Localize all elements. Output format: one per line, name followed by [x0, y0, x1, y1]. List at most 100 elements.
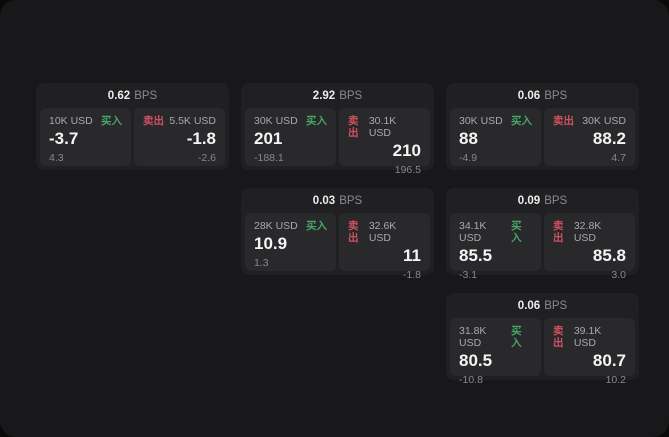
sell-quote-tile[interactable]: 卖出 32.8K USD 85.8 3.0 [544, 213, 635, 281]
sell-amount: 39.1K USD [573, 325, 602, 349]
quote-card: 2.92 BPS 30K USD 买入 201 -188.1 卖出 30.1K … [241, 83, 434, 176]
sell-amount: 32.8K USD [573, 220, 602, 244]
sell-tile-header: 卖出 30.1K USD [348, 115, 421, 139]
bps-unit-label: BPS [544, 299, 568, 312]
quote-panels: 10K USD 买入 -3.7 4.3 卖出 5.5K USD -1.8 -2.… [40, 108, 225, 166]
bps-unit-label: BPS [544, 89, 568, 102]
bps-value: 0.62 [107, 89, 131, 102]
quote-panels: 30K USD 买入 88 -4.9 卖出 30K USD 88.2 4.7 [450, 108, 635, 166]
buy-quote-tile[interactable]: 34.1K USD 买入 85.5 -3.1 [450, 213, 541, 281]
card-header: 0.06 BPS [450, 83, 635, 108]
buy-quote-tile[interactable]: 30K USD 买入 88 -4.9 [450, 108, 541, 166]
card-header: 0.03 BPS [245, 188, 430, 213]
buy-price: -3.7 [49, 129, 79, 148]
sell-tile-header: 卖出 32.6K USD [348, 220, 421, 244]
buy-price: 10.9 [254, 234, 288, 253]
sell-quote-tile[interactable]: 卖出 30.1K USD 210 196.5 [339, 108, 430, 176]
card-header: 0.09 BPS [450, 188, 635, 213]
sell-price: 210 [392, 141, 421, 160]
sell-tag: 卖出 [143, 115, 164, 127]
sell-price: -1.8 [186, 129, 216, 148]
buy-tile-header: 30K USD 买入 [459, 115, 532, 127]
sell-amount: 30K USD [582, 115, 626, 127]
buy-amount: 30K USD [254, 115, 298, 127]
quote-card: 0.06 BPS 30K USD 买入 88 -4.9 卖出 30K USD 8… [446, 83, 639, 170]
buy-tile-header: 31.8K USD 买入 [459, 325, 532, 349]
card-header: 0.62 BPS [40, 83, 225, 108]
buy-tile-header: 30K USD 买入 [254, 115, 327, 127]
card-header: 2.92 BPS [245, 83, 430, 108]
sell-amount: 5.5K USD [169, 115, 216, 127]
sell-tile-header: 卖出 5.5K USD [143, 115, 216, 127]
sell-tile-header: 卖出 39.1K USD [553, 325, 626, 349]
buy-amount: 28K USD [254, 220, 298, 232]
buy-tag: 买入 [511, 115, 532, 127]
bps-unit-label: BPS [339, 194, 363, 207]
sell-sub-value: -2.6 [197, 152, 216, 164]
buy-sub-value: 4.3 [49, 152, 64, 164]
buy-sub-value: -10.8 [459, 374, 483, 386]
buy-quote-tile[interactable]: 10K USD 买入 -3.7 4.3 [40, 108, 131, 166]
buy-sub-value: 1.3 [254, 257, 269, 269]
buy-tile-header: 10K USD 买入 [49, 115, 122, 127]
buy-tile-header: 34.1K USD 买入 [459, 220, 532, 244]
quote-panels: 31.8K USD 买入 80.5 -10.8 卖出 39.1K USD 80.… [450, 318, 635, 386]
sell-tile-header: 卖出 32.8K USD [553, 220, 626, 244]
quote-card: 0.09 BPS 34.1K USD 买入 85.5 -3.1 卖出 32.8K… [446, 188, 639, 281]
quote-panels: 34.1K USD 买入 85.5 -3.1 卖出 32.8K USD 85.8… [450, 213, 635, 281]
sell-sub-value: 4.7 [611, 152, 626, 164]
quote-card: 0.03 BPS 28K USD 买入 10.9 1.3 卖出 32.6K US… [241, 188, 434, 281]
sell-amount: 32.6K USD [368, 220, 397, 244]
sell-quote-tile[interactable]: 卖出 39.1K USD 80.7 10.2 [544, 318, 635, 386]
buy-price: 80.5 [459, 351, 493, 370]
buy-tile-header: 28K USD 买入 [254, 220, 327, 232]
buy-sub-value: -4.9 [459, 152, 478, 164]
buy-quote-tile[interactable]: 28K USD 买入 10.9 1.3 [245, 213, 336, 271]
sell-quote-tile[interactable]: 卖出 32.6K USD 11 -1.8 [339, 213, 430, 281]
bps-unit-label: BPS [134, 89, 158, 102]
sell-tag: 卖出 [553, 220, 564, 244]
buy-price: 88 [459, 129, 478, 148]
bps-value: 0.06 [517, 89, 541, 102]
bps-value: 2.92 [312, 89, 336, 102]
buy-tag: 买入 [306, 220, 327, 232]
buy-tag: 买入 [101, 115, 122, 127]
buy-tag: 买入 [511, 220, 522, 244]
sell-price: 11 [403, 246, 421, 265]
buy-amount: 10K USD [49, 115, 93, 127]
buy-sub-value: -3.1 [459, 269, 478, 281]
quote-panels: 30K USD 买入 201 -188.1 卖出 30.1K USD 210 1… [245, 108, 430, 176]
buy-sub-value: -188.1 [254, 152, 284, 164]
card-header: 0.06 BPS [450, 293, 635, 318]
buy-amount: 34.1K USD [459, 220, 487, 244]
sell-sub-value: 3.0 [611, 269, 626, 281]
sell-tag: 卖出 [348, 115, 359, 139]
buy-price: 201 [254, 129, 283, 148]
quote-card: 0.62 BPS 10K USD 买入 -3.7 4.3 卖出 5.5K USD… [36, 83, 229, 170]
sell-price: 85.8 [592, 246, 626, 265]
sell-sub-value: 196.5 [394, 164, 421, 176]
buy-tag: 买入 [511, 325, 522, 349]
sell-tag: 卖出 [553, 115, 574, 127]
sell-amount: 30.1K USD [368, 115, 397, 139]
buy-quote-tile[interactable]: 30K USD 买入 201 -188.1 [245, 108, 336, 166]
bps-value: 0.03 [312, 194, 336, 207]
sell-tile-header: 卖出 30K USD [553, 115, 626, 127]
buy-price: 85.5 [459, 246, 493, 265]
sell-quote-tile[interactable]: 卖出 5.5K USD -1.8 -2.6 [134, 108, 225, 166]
buy-quote-tile[interactable]: 31.8K USD 买入 80.5 -10.8 [450, 318, 541, 386]
bps-unit-label: BPS [339, 89, 363, 102]
sell-quote-tile[interactable]: 卖出 30K USD 88.2 4.7 [544, 108, 635, 166]
bps-unit-label: BPS [544, 194, 568, 207]
quote-panels: 28K USD 买入 10.9 1.3 卖出 32.6K USD 11 -1.8 [245, 213, 430, 281]
bps-value: 0.06 [517, 299, 541, 312]
sell-price: 80.7 [592, 351, 626, 370]
quote-card: 0.06 BPS 31.8K USD 买入 80.5 -10.8 卖出 39.1… [446, 293, 639, 386]
buy-amount: 31.8K USD [459, 325, 487, 349]
buy-amount: 30K USD [459, 115, 503, 127]
buy-tag: 买入 [306, 115, 327, 127]
sell-sub-value: -1.8 [402, 269, 421, 281]
bps-value: 0.09 [517, 194, 541, 207]
sell-price: 88.2 [592, 129, 626, 148]
